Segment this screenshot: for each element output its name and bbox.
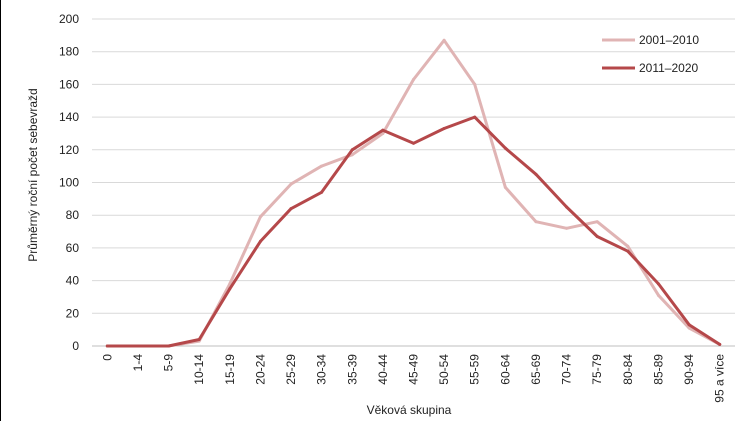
data-point — [350, 148, 354, 152]
x-tick-label: 65-69 — [529, 354, 543, 385]
x-tick-label: 30-34 — [315, 354, 329, 385]
x-tick-label: 35-39 — [345, 354, 359, 385]
data-point — [228, 287, 232, 291]
x-tick-label: 60-64 — [498, 354, 512, 385]
data-point — [718, 342, 722, 346]
x-tick-label: 95 a více — [713, 354, 727, 403]
data-point — [687, 326, 691, 330]
data-point — [626, 244, 630, 248]
data-point — [105, 344, 109, 348]
data-point — [197, 337, 201, 341]
data-point — [381, 128, 385, 132]
y-tick-label: 80 — [66, 208, 80, 222]
y-tick-label: 60 — [66, 241, 80, 255]
data-point — [595, 220, 599, 224]
data-point — [381, 131, 385, 135]
x-tick-label: 1-4 — [131, 354, 145, 372]
data-point — [626, 249, 630, 253]
y-tick-label: 100 — [59, 176, 79, 190]
x-tick-label: 5-9 — [162, 354, 176, 372]
series-lines — [105, 38, 722, 348]
data-point — [320, 164, 324, 168]
y-tick-label: 160 — [59, 77, 79, 91]
y-axis-title: Průměrný roční počet sebevražd — [26, 88, 40, 261]
x-tick-label: 10-14 — [192, 354, 206, 385]
data-point — [687, 323, 691, 327]
y-tick-label: 140 — [59, 110, 79, 124]
data-point — [350, 153, 354, 157]
x-tick-label: 40-44 — [376, 354, 390, 385]
data-point — [565, 205, 569, 209]
data-point — [656, 293, 660, 297]
data-point — [473, 82, 477, 86]
data-point — [412, 77, 415, 81]
x-axis-title: Věková skupina — [367, 403, 452, 417]
data-point — [442, 38, 446, 42]
data-point — [258, 215, 262, 219]
data-point — [565, 226, 569, 230]
x-tick-label: 75-79 — [590, 354, 604, 385]
data-point — [534, 220, 538, 224]
series-line-2001-2010 — [105, 38, 722, 348]
legend: 2001–2010 2011–2020 — [602, 33, 699, 75]
x-tick-label: 25-29 — [284, 354, 298, 385]
x-tick-label: 0 — [100, 354, 114, 361]
series-line-2011-2020 — [105, 115, 722, 348]
gridlines — [92, 18, 735, 347]
x-tick-label: 50-54 — [437, 354, 451, 385]
data-point — [167, 344, 171, 348]
data-point — [534, 172, 538, 176]
x-tick-label: 80-84 — [621, 354, 635, 385]
y-tick-label: 120 — [59, 143, 79, 157]
data-point — [289, 182, 293, 186]
data-point — [412, 141, 415, 145]
data-point — [473, 115, 477, 119]
x-axis-ticks: 0 1-4 5-9 10-14 15-19 20-24 25-29 30-34 35-39 40-… — [100, 354, 726, 403]
legend-label-2001-2010: 2001–2010 — [639, 33, 699, 47]
y-tick-label: 180 — [59, 45, 79, 59]
x-tick-label: 90-94 — [682, 354, 696, 385]
data-point — [442, 127, 446, 131]
data-point — [258, 239, 262, 243]
data-point — [656, 282, 660, 286]
data-point — [289, 207, 293, 211]
y-tick-label: 200 — [59, 12, 79, 26]
data-point — [503, 146, 507, 150]
legend-label-2011-2020: 2011–2020 — [639, 61, 699, 75]
data-point — [136, 344, 140, 348]
y-tick-label: 0 — [72, 339, 79, 353]
data-point — [595, 234, 599, 238]
x-tick-label: 15-19 — [223, 354, 237, 385]
y-tick-label: 20 — [66, 306, 80, 320]
data-point — [228, 282, 232, 286]
x-tick-label: 45-49 — [407, 354, 421, 385]
x-tick-label: 70-74 — [560, 354, 574, 385]
x-tick-label: 85-89 — [651, 354, 665, 385]
x-tick-label: 20-24 — [253, 354, 267, 385]
data-point — [503, 185, 507, 189]
x-tick-label: 55-59 — [468, 354, 482, 385]
data-point — [320, 190, 324, 194]
y-axis-ticks: 0 20 40 60 80 100 120 140 160 180 200 — [59, 12, 79, 353]
y-tick-label: 40 — [66, 274, 80, 288]
